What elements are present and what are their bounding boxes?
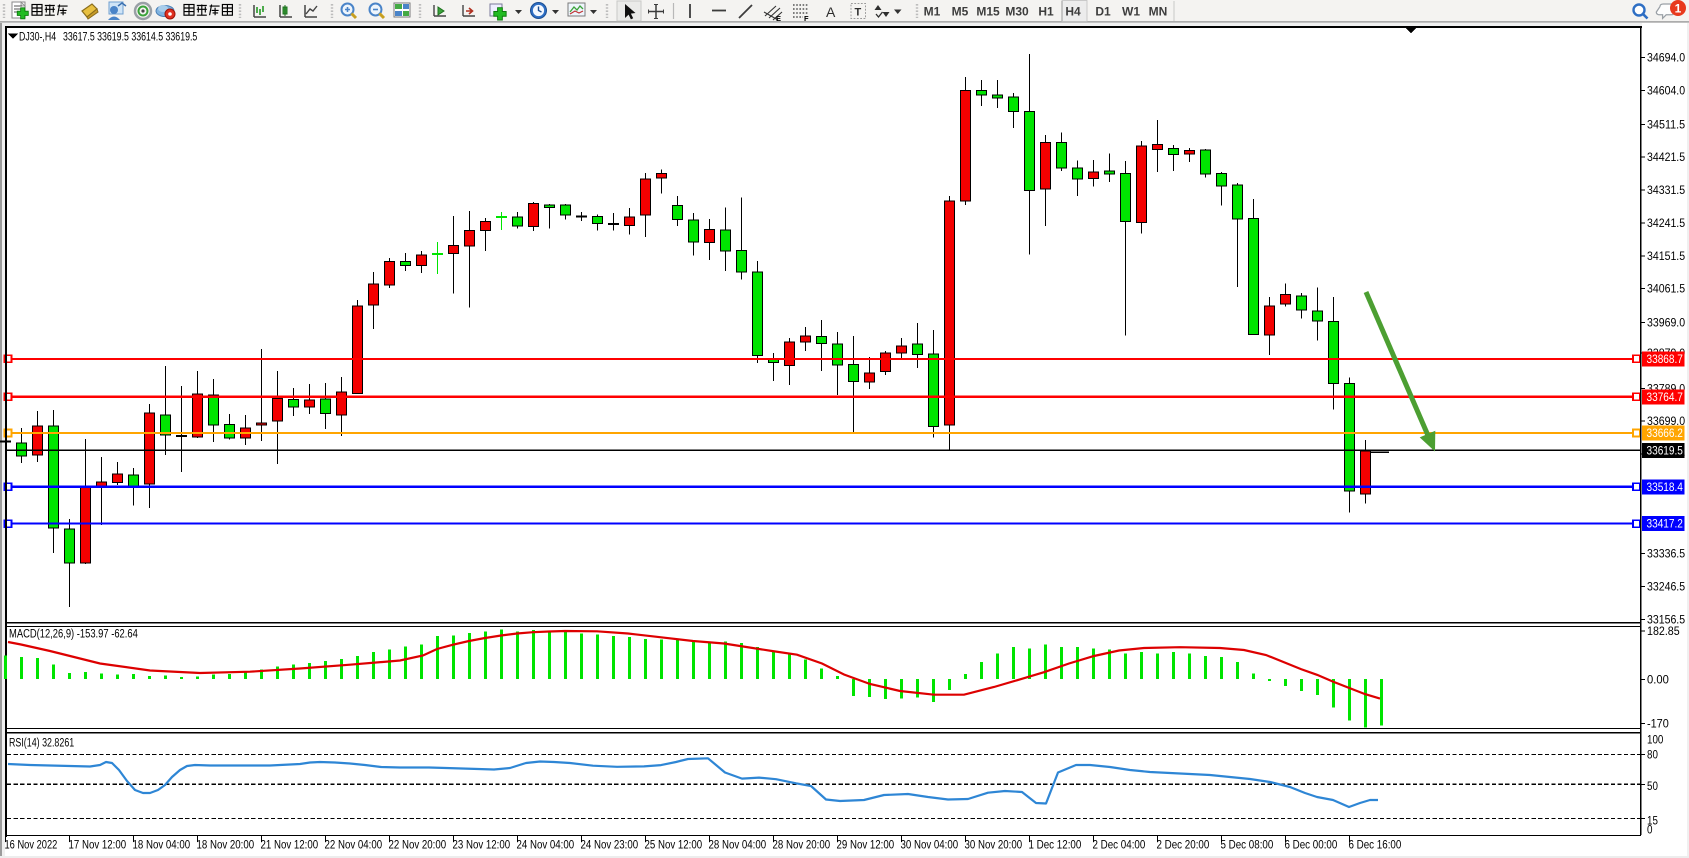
- svg-text:M1: M1: [924, 5, 941, 19]
- svg-text:22 Nov 20:00: 22 Nov 20:00: [389, 840, 447, 852]
- svg-text:33417.2: 33417.2: [1647, 519, 1683, 531]
- svg-text:1: 1: [1675, 2, 1682, 16]
- svg-text:MN: MN: [1149, 5, 1168, 19]
- svg-text:D1: D1: [1095, 5, 1111, 19]
- svg-text:34061.5: 34061.5: [1647, 284, 1685, 296]
- svg-text:M30: M30: [1005, 5, 1029, 19]
- svg-text:34241.5: 34241.5: [1647, 218, 1685, 230]
- svg-text:A: A: [826, 4, 836, 20]
- svg-text:T: T: [855, 7, 862, 19]
- svg-text:28 Nov 20:00: 28 Nov 20:00: [773, 840, 831, 852]
- svg-text:2 Dec 20:00: 2 Dec 20:00: [1157, 840, 1210, 852]
- svg-text:29 Nov 12:00: 29 Nov 12:00: [837, 840, 895, 852]
- svg-text:17 Nov 12:00: 17 Nov 12:00: [69, 840, 127, 852]
- svg-text:33619.5: 33619.5: [1647, 445, 1683, 457]
- svg-text:6 Dec 16:00: 6 Dec 16:00: [1349, 840, 1402, 852]
- svg-text:2 Dec 04:00: 2 Dec 04:00: [1093, 840, 1146, 852]
- svg-text:W1: W1: [1122, 5, 1140, 19]
- svg-text:15: 15: [1647, 815, 1658, 827]
- svg-text:0.00: 0.00: [1647, 674, 1669, 686]
- svg-text:21 Nov 12:00: 21 Nov 12:00: [261, 840, 319, 852]
- svg-text:33764.7: 33764.7: [1647, 392, 1683, 404]
- svg-text:33969.0: 33969.0: [1647, 318, 1685, 330]
- svg-text:28 Nov 04:00: 28 Nov 04:00: [709, 840, 767, 852]
- svg-text:34511.5: 34511.5: [1647, 119, 1685, 131]
- svg-text:30 Nov 20:00: 30 Nov 20:00: [965, 840, 1023, 852]
- svg-text:24 Nov 23:00: 24 Nov 23:00: [581, 840, 639, 852]
- svg-text:RSI(14) 32.8261: RSI(14) 32.8261: [9, 738, 74, 750]
- svg-text:DJ30-,H4 33617.5 33619.5 3361: DJ30-,H4 33617.5 33619.5 33614.5 33619.5: [19, 30, 198, 44]
- svg-text:33868.7: 33868.7: [1647, 354, 1683, 366]
- svg-text:33246.5: 33246.5: [1647, 581, 1685, 593]
- svg-text:23 Nov 12:00: 23 Nov 12:00: [453, 840, 511, 852]
- svg-text:1 Dec 12:00: 1 Dec 12:00: [1029, 840, 1082, 852]
- svg-text:50: 50: [1647, 781, 1658, 793]
- svg-text:F: F: [804, 14, 809, 23]
- svg-text:182.85: 182.85: [1647, 626, 1680, 638]
- svg-text:33699.0: 33699.0: [1647, 416, 1685, 428]
- svg-text:H4: H4: [1065, 5, 1081, 19]
- svg-text:34151.5: 34151.5: [1647, 251, 1685, 263]
- svg-text:16 Nov 2022: 16 Nov 2022: [5, 840, 58, 852]
- svg-text:H1: H1: [1038, 5, 1054, 19]
- svg-text:80: 80: [1647, 750, 1658, 762]
- svg-text:34331.5: 34331.5: [1647, 185, 1685, 197]
- svg-text:33666.2: 33666.2: [1647, 428, 1683, 440]
- svg-text:25 Nov 12:00: 25 Nov 12:00: [645, 840, 703, 852]
- svg-text:M15: M15: [976, 5, 1000, 19]
- svg-text:34421.5: 34421.5: [1647, 152, 1685, 164]
- svg-text:33156.5: 33156.5: [1647, 615, 1685, 627]
- svg-text:34694.0: 34694.0: [1647, 53, 1685, 65]
- svg-text:34604.0: 34604.0: [1647, 86, 1685, 98]
- svg-text:-170: -170: [1647, 718, 1669, 730]
- svg-text:0: 0: [1647, 825, 1653, 837]
- svg-text:5 Dec 08:00: 5 Dec 08:00: [1221, 840, 1274, 852]
- svg-text:E: E: [776, 14, 781, 23]
- svg-text:33336.5: 33336.5: [1647, 549, 1685, 561]
- svg-text:22 Nov 04:00: 22 Nov 04:00: [325, 840, 383, 852]
- svg-text:18 Nov 20:00: 18 Nov 20:00: [197, 840, 255, 852]
- svg-text:MACD(12,26,9) -153.97 -62.64: MACD(12,26,9) -153.97 -62.64: [9, 629, 138, 641]
- svg-text:6 Dec 00:00: 6 Dec 00:00: [1285, 840, 1338, 852]
- svg-text:33518.4: 33518.4: [1647, 482, 1684, 494]
- svg-text:18 Nov 04:00: 18 Nov 04:00: [133, 840, 191, 852]
- svg-text:100: 100: [1647, 735, 1663, 747]
- svg-text:24 Nov 04:00: 24 Nov 04:00: [517, 840, 575, 852]
- svg-text:30 Nov 04:00: 30 Nov 04:00: [901, 840, 959, 852]
- svg-text:M5: M5: [952, 5, 969, 19]
